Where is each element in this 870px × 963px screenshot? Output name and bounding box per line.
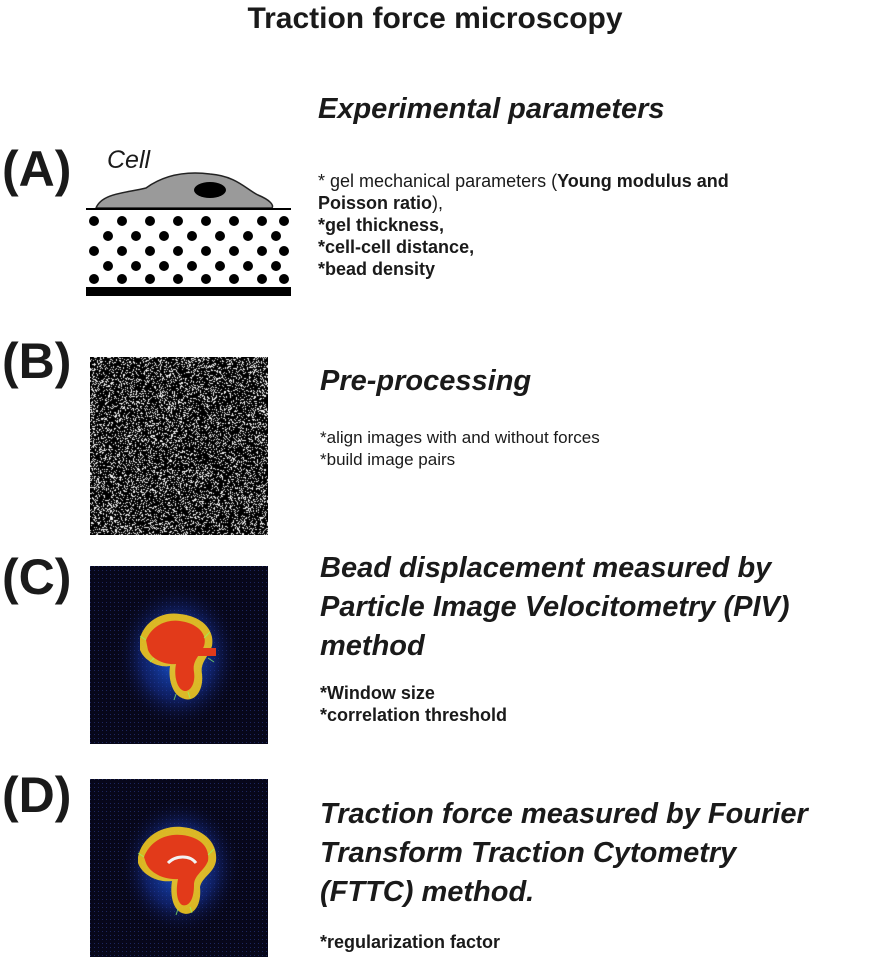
panel-b-params: *align images with and without forces *b…: [320, 428, 600, 469]
gel-schematic: Cell: [86, 145, 296, 300]
fttc-traction-map: [90, 779, 268, 957]
bead-image: [90, 357, 268, 535]
panel-b-label: (B): [2, 333, 72, 389]
panel-a-label: (A): [2, 141, 72, 197]
panel-d-label: (D): [2, 767, 72, 823]
figure-title: Traction force microscopy: [247, 2, 623, 35]
panel-c-heading: Bead displacement measured by Particle I…: [320, 552, 790, 662]
panel-c-params: *Window size *correlation threshold: [320, 683, 508, 725]
cell-label: Cell: [107, 146, 151, 174]
panel-a-heading: Experimental parameters: [318, 93, 665, 125]
panel-c-label: (C): [2, 549, 72, 605]
panel-d-heading: Traction force measured by Fourier Trans…: [320, 798, 808, 908]
panel-b-heading: Pre-processing: [320, 365, 532, 397]
panel-d-params: *regularization factor: [320, 932, 501, 952]
panel-a-params: * gel mechanical parameters (Young modul…: [318, 171, 729, 279]
piv-displacement-map: [90, 566, 268, 744]
